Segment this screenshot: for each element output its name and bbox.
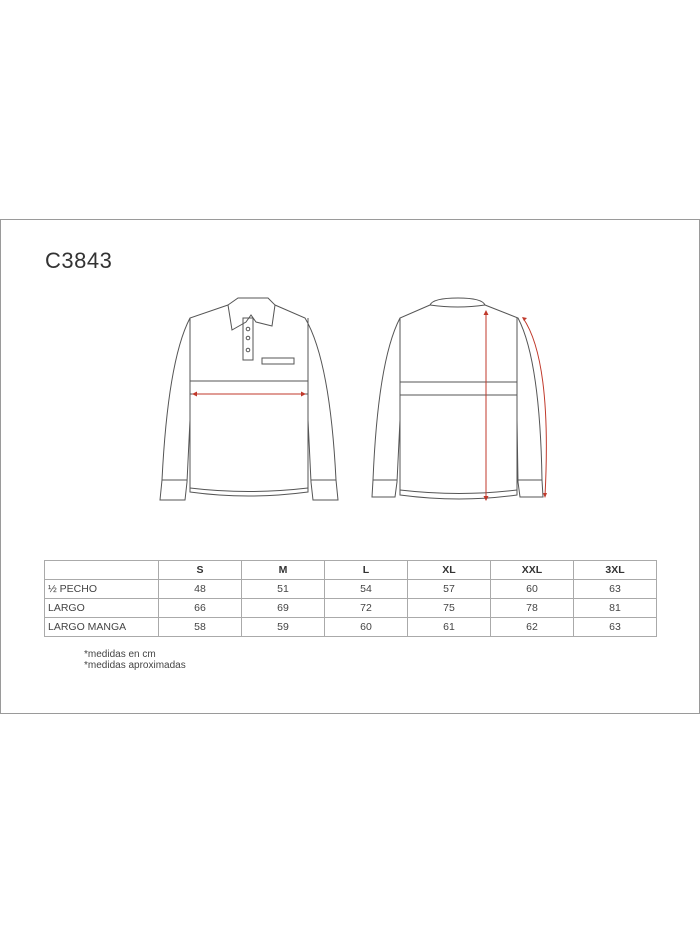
size-header: XL <box>407 560 491 580</box>
cell: 75 <box>407 598 491 618</box>
table-row: LARGO 66 69 72 75 78 81 <box>44 598 657 618</box>
size-header: M <box>241 560 325 580</box>
chest-measure-arrow <box>192 391 306 397</box>
cell: 59 <box>241 617 325 637</box>
cell: 69 <box>241 598 325 618</box>
cell: 58 <box>158 617 242 637</box>
note-approximate: *medidas aproximadas <box>84 660 186 671</box>
cell: 60 <box>490 579 574 599</box>
table-row: ½ PECHO 48 51 54 57 60 63 <box>44 579 657 599</box>
length-measure-arrow <box>483 310 489 501</box>
notes: *medidas en cm *medidas aproximadas <box>84 649 186 671</box>
size-header: S <box>158 560 242 580</box>
cell: 63 <box>573 579 657 599</box>
note-units: *medidas en cm <box>84 649 156 660</box>
cell: 81 <box>573 598 657 618</box>
cell: 61 <box>407 617 491 637</box>
row-label: LARGO <box>44 598 159 618</box>
size-header: XXL <box>490 560 574 580</box>
row-label: LARGO MANGA <box>44 617 159 637</box>
cell: 51 <box>241 579 325 599</box>
table-header-row: S M L XL XXL 3XL <box>44 560 657 580</box>
size-table: S M L XL XXL 3XL ½ PECHO 48 51 54 57 60 … <box>44 560 657 637</box>
cell: 62 <box>490 617 574 637</box>
row-label: ½ PECHO <box>44 579 159 599</box>
cell: 54 <box>324 579 408 599</box>
cell: 48 <box>158 579 242 599</box>
size-header: 3XL <box>573 560 657 580</box>
shirt-front-drawing <box>159 297 339 501</box>
cell: 72 <box>324 598 408 618</box>
sleeve-measure-arrow <box>522 317 547 498</box>
table-header-blank <box>44 560 159 580</box>
shirt-back-drawing <box>371 297 544 500</box>
cell: 78 <box>490 598 574 618</box>
cell: 63 <box>573 617 657 637</box>
cell: 57 <box>407 579 491 599</box>
table-row: LARGO MANGA 58 59 60 61 62 63 <box>44 617 657 637</box>
size-header: L <box>324 560 408 580</box>
cell: 66 <box>158 598 242 618</box>
product-code: C3843 <box>45 248 113 273</box>
cell: 60 <box>324 617 408 637</box>
